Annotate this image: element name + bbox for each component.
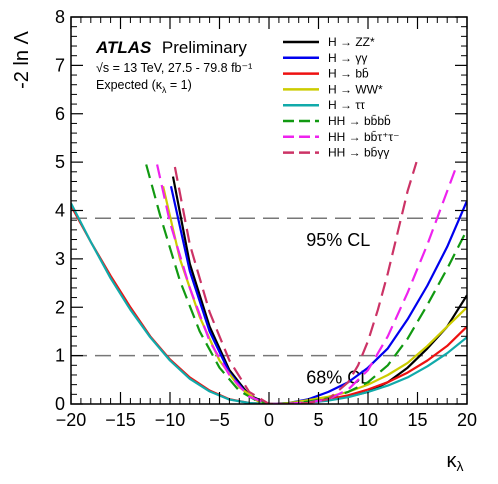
legend-entry-4: H → ττ xyxy=(328,98,365,112)
series-curves xyxy=(71,161,467,404)
x-tick-label: 15 xyxy=(407,410,427,430)
x-tick-label: −5 xyxy=(209,410,230,430)
expected-label: Expected (κλ = 1) xyxy=(96,78,192,95)
x-axis-title: κλ xyxy=(447,450,464,474)
energy-lumi-label: √s = 13 TeV, 27.5 - 79.8 fb⁻¹ xyxy=(96,61,252,75)
y-tick-label: 6 xyxy=(55,104,65,124)
atlas-label-block: ATLAS Preliminary √s = 13 TeV, 27.5 - 79… xyxy=(95,38,252,95)
plot-frame xyxy=(70,16,468,405)
x-tick-label: 20 xyxy=(457,410,477,430)
legend-entry-7: HH → bb̄γγ xyxy=(328,146,389,160)
axis-ticks xyxy=(70,16,468,405)
legend-entry-2: H → bb̄ xyxy=(328,67,369,81)
legend-entry-6: HH → bb̄τ⁺τ⁻ xyxy=(328,130,400,144)
y-tick-label: 7 xyxy=(55,55,65,75)
y-tick-label: 4 xyxy=(55,201,65,221)
series-line-7 xyxy=(173,161,418,404)
legend-entry-5: HH → bb̄bb̄ xyxy=(328,114,391,128)
x-tick-label: −10 xyxy=(155,410,186,430)
x-tick-label: −15 xyxy=(105,410,136,430)
legend: H → ZZ* H → γγ H → bb̄H → WW* H → ττ HH → bb… xyxy=(283,35,400,160)
x-tick-label: 0 xyxy=(264,410,274,430)
legend-entry-1: H → γγ xyxy=(328,51,367,65)
cl-label-1: 68% CL xyxy=(306,368,370,388)
x-tick-label: −20 xyxy=(56,410,87,430)
y-tick-label: 5 xyxy=(55,152,65,172)
y-axis-title: -2 ln Λ xyxy=(11,30,33,88)
x-tick-label: 5 xyxy=(313,410,323,430)
legend-entry-3: H → WW* xyxy=(328,82,383,96)
experiment-label: ATLAS Preliminary xyxy=(95,38,247,57)
y-tick-label: 0 xyxy=(55,394,65,414)
axis-tick-labels: −20 −15 −10 −5 0 5 10 15 20 0 1 2 3 4 5 6 7 8 xyxy=(55,7,477,430)
y-tick-label: 1 xyxy=(55,346,65,366)
series-line-4 xyxy=(71,202,467,404)
y-tick-label: 8 xyxy=(55,7,65,27)
legend-entry-0: H → ZZ* xyxy=(328,35,375,49)
series-line-2 xyxy=(71,205,467,404)
x-tick-label: 10 xyxy=(358,410,378,430)
y-tick-label: 2 xyxy=(55,297,65,317)
y-tick-label: 3 xyxy=(55,249,65,269)
series-line-6 xyxy=(156,164,459,404)
cl-label-0: 95% CL xyxy=(306,230,370,250)
